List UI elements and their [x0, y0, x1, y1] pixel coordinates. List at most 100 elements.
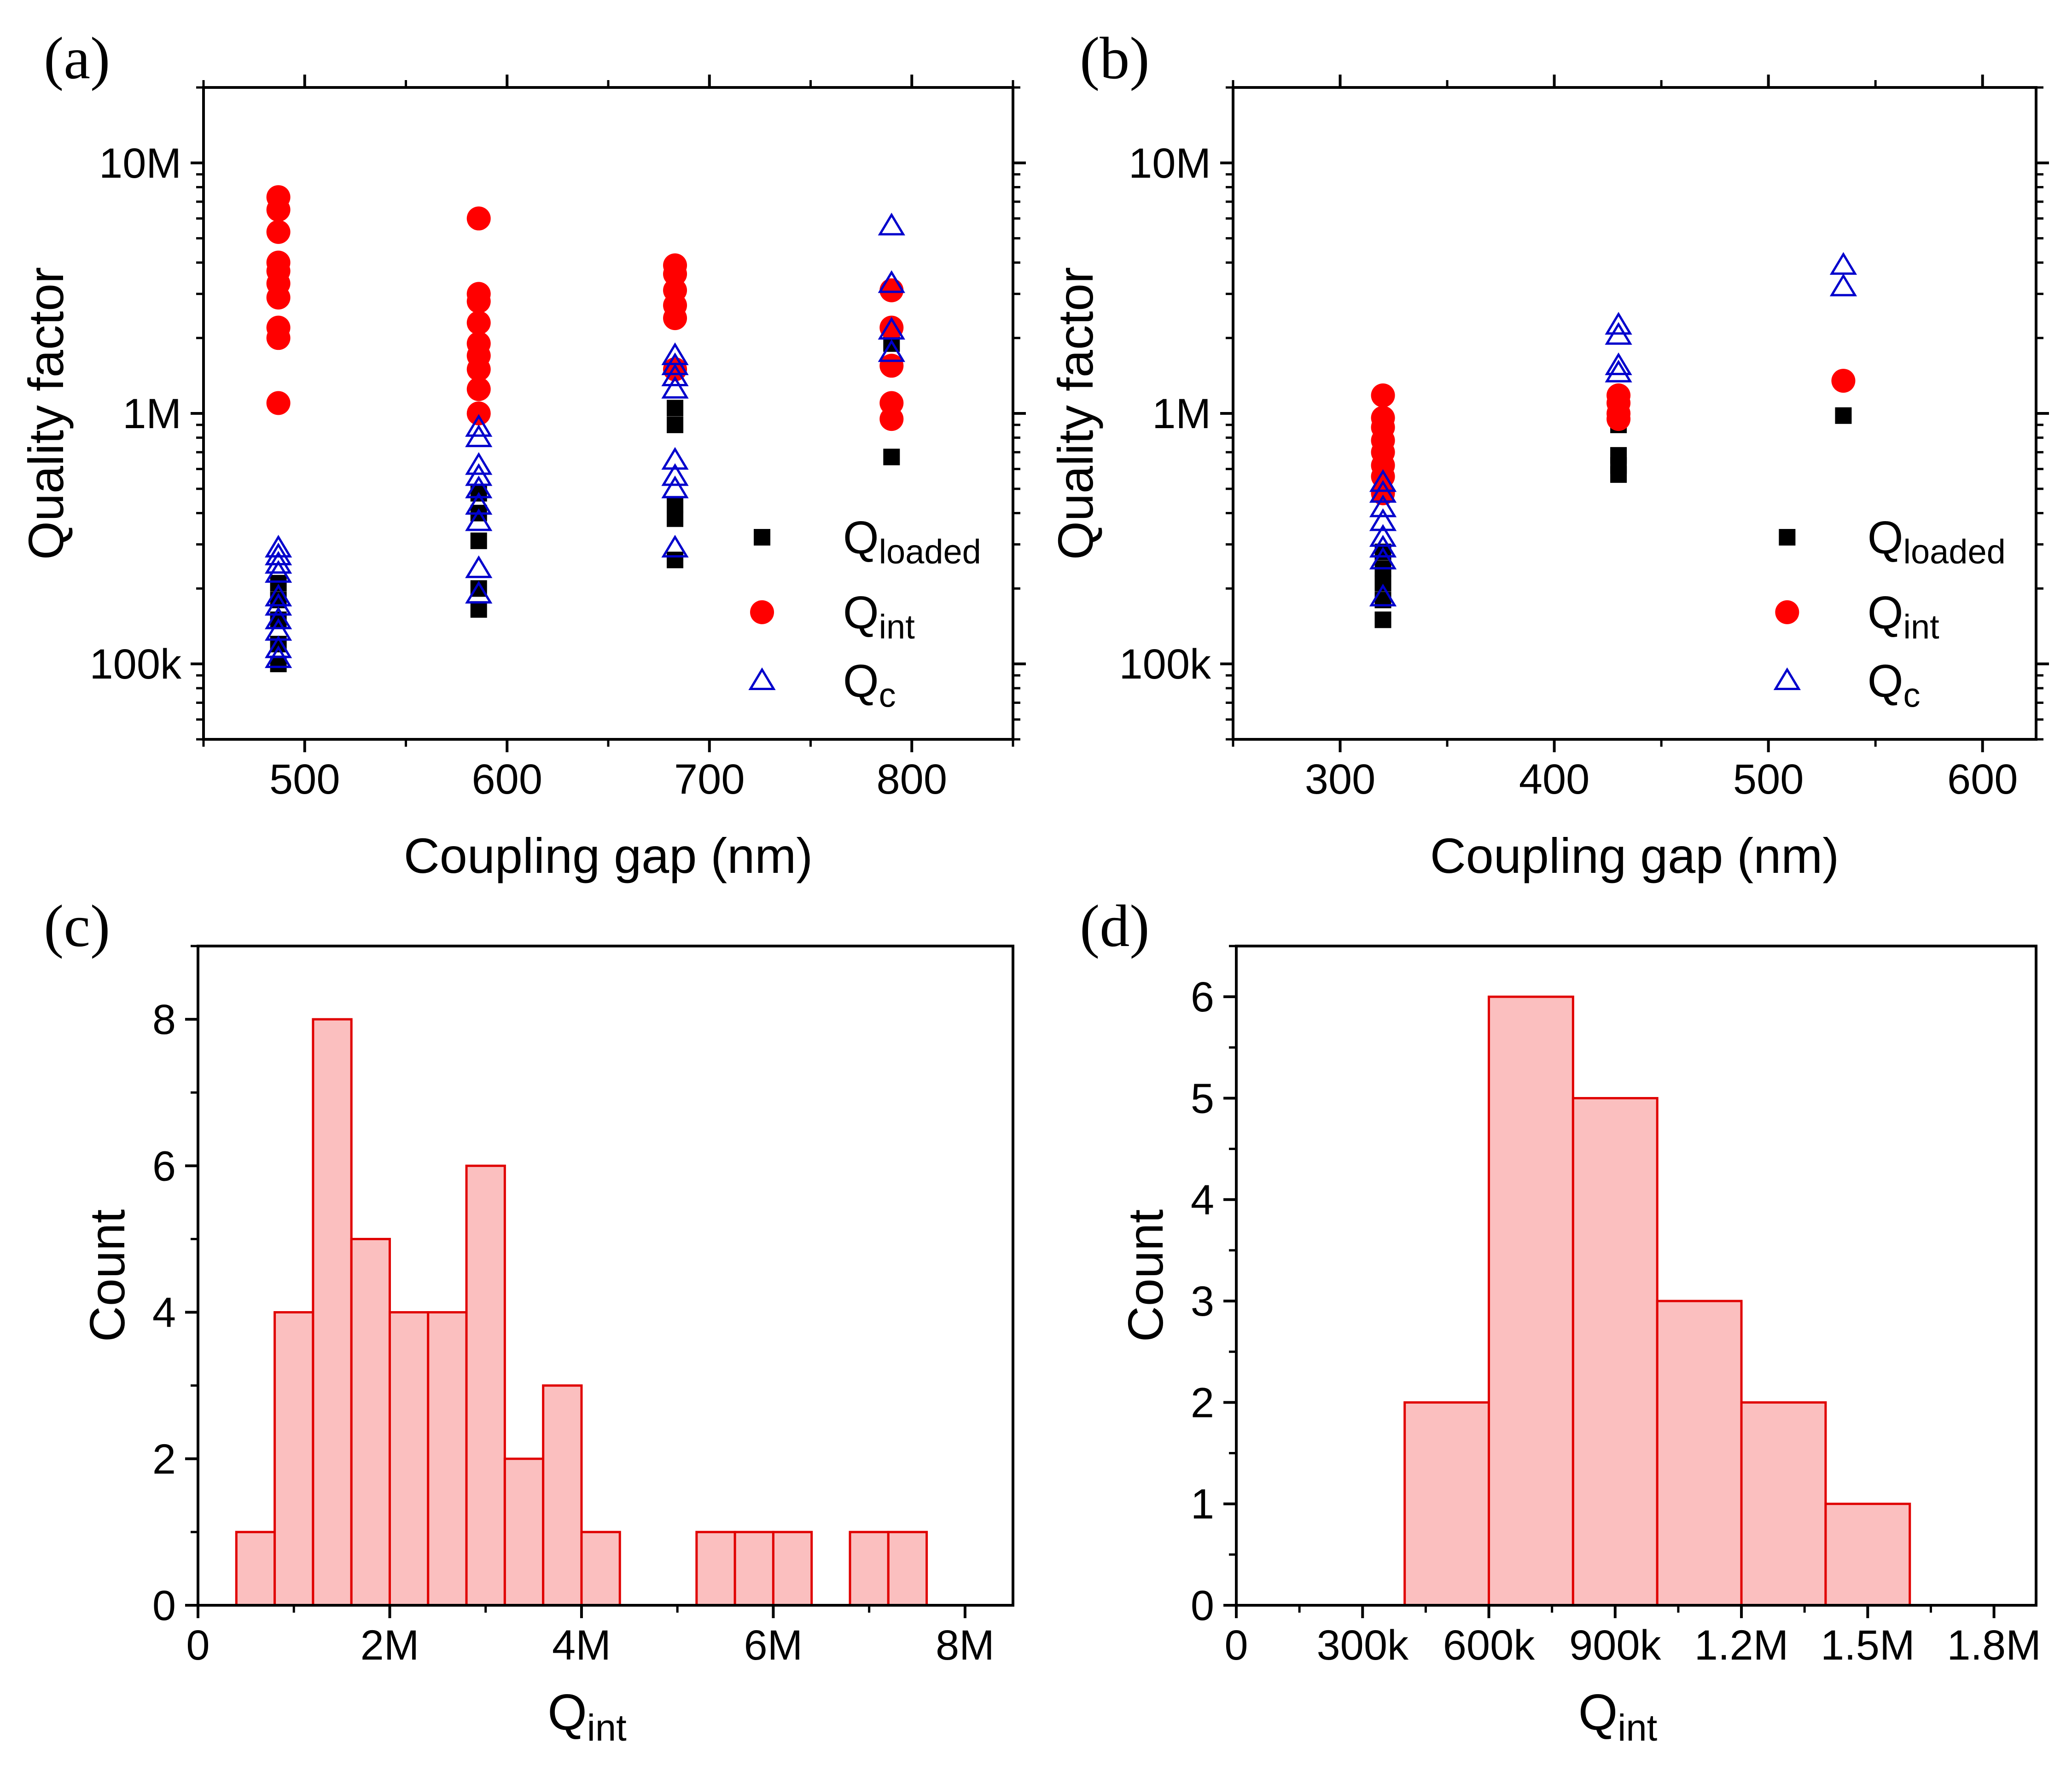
x-tick-label: 0: [1224, 1622, 1248, 1669]
x-tick-label: 800: [877, 756, 948, 803]
marker-triangle: [465, 508, 493, 531]
histogram-bar: [1824, 1503, 1911, 1607]
marker-triangle: [1369, 583, 1397, 607]
marker-triangle: [661, 475, 689, 499]
marker-triangle: [1605, 360, 1632, 383]
marker-square: [1835, 407, 1852, 424]
y-tick-label: 0: [152, 1582, 176, 1629]
marker-circle: [266, 250, 291, 275]
marker-triangle: [748, 667, 776, 691]
legend-label-int: Qint: [843, 587, 915, 646]
y-axis-label: Quality factor: [18, 267, 74, 560]
marker-square: [1610, 447, 1627, 464]
y-tick-label: 6: [1191, 974, 1214, 1021]
marker-triangle: [878, 270, 905, 293]
marker-triangle: [1369, 508, 1397, 531]
y-axis: 0 2 4 6 8: [152, 945, 198, 1629]
legend-item-loaded: Qloaded: [1779, 512, 2006, 571]
histogram-bar: [542, 1384, 583, 1607]
marker-square: [883, 448, 900, 465]
legend-label-int: Qint: [1868, 587, 1939, 646]
legend: Qloaded Qint Qc: [748, 512, 981, 714]
x-axis: 0 2M 4M 6M 8M: [186, 1605, 995, 1669]
marker-square: [667, 552, 684, 569]
marker-triangle: [465, 555, 493, 578]
marker-circle: [879, 391, 904, 415]
marker-square: [470, 532, 487, 549]
marker-triangle: [661, 463, 689, 486]
x-tick-label: 600k: [1443, 1622, 1535, 1669]
histogram-bars: [1403, 995, 1911, 1607]
histogram-bar: [733, 1531, 774, 1607]
y-tick-label: 100k: [90, 641, 182, 688]
histogram-bar: [274, 1311, 314, 1607]
marker-triangle: [465, 452, 493, 475]
marker-triangle: [264, 542, 292, 565]
marker-triangle: [264, 635, 292, 658]
marker-circle: [1371, 406, 1395, 430]
panel-a: (a) 500 600 700 800 100k 1M 10M Coupling gap (nm…: [18, 25, 1026, 883]
x-axis: 500 600 700 800: [202, 75, 1014, 803]
x-tick-label: 600: [472, 756, 543, 803]
y-tick-label: 10M: [99, 140, 181, 187]
x-tick-label: 900k: [1569, 1622, 1661, 1669]
marker-circle: [266, 315, 291, 340]
x-tick-label: 8M: [936, 1622, 995, 1669]
marker-circle: [879, 315, 904, 340]
y-tick-label: 6: [152, 1143, 176, 1190]
legend-label-c: Qc: [1868, 656, 1921, 714]
x-axis-label: Coupling gap (nm): [1430, 828, 1839, 883]
panel-label: (d): [1080, 893, 1150, 959]
histogram-bar: [695, 1531, 736, 1607]
y-tick-label: 1M: [122, 390, 181, 437]
y-tick-label: 2: [152, 1436, 176, 1483]
legend-item-int: Qint: [1775, 587, 1939, 646]
panel-b: (b) 300 400 500 600 100k 1M 10M Coupling gap (nm…: [1048, 25, 2049, 883]
panel-c: (c) 0 2M 4M 6M 8M 0 2 4 6 8 Qint Count: [44, 893, 1014, 1749]
histogram-bar: [350, 1237, 391, 1607]
marker-triangle: [878, 317, 905, 340]
marker-triangle: [264, 534, 292, 558]
x-tick-label: 1.8M: [1947, 1622, 2041, 1669]
marker-circle: [1371, 481, 1395, 505]
y-tick-label: 5: [1191, 1075, 1214, 1122]
legend-label-loaded: Qloaded: [843, 512, 981, 571]
plot-frame: [197, 945, 1014, 1607]
plot-frame: [1235, 945, 2037, 1607]
legend-label-c: Qc: [843, 656, 896, 714]
panel-label: (b): [1080, 25, 1150, 92]
x-tick-label: 1.5M: [1821, 1622, 1915, 1669]
series-loaded: [1374, 407, 1852, 628]
marker-circle: [1606, 383, 1631, 407]
series-c: [1369, 252, 1857, 607]
marker-triangle: [878, 339, 905, 362]
y-tick-label: 1: [1191, 1481, 1214, 1528]
legend-item-c: Qc: [1773, 656, 1921, 714]
histogram-bars: [235, 1018, 928, 1607]
histogram-bar: [1571, 1097, 1659, 1607]
histogram-bar: [1403, 1401, 1490, 1607]
x-tick-label: 0: [186, 1622, 210, 1669]
histogram-bar: [887, 1531, 928, 1607]
legend-item-c: Qc: [748, 656, 896, 714]
histogram-bar: [849, 1531, 890, 1607]
marker-triangle: [661, 534, 689, 558]
x-axis: 0 300k 600k 900k 1.2M 1.5M 1.8M: [1224, 1605, 2041, 1669]
marker-square: [1374, 575, 1391, 592]
marker-circle: [663, 253, 687, 278]
marker-circle: [266, 220, 291, 244]
y-tick-label: 8: [152, 996, 176, 1043]
marker-square: [1374, 611, 1391, 628]
marker-circle: [879, 278, 904, 302]
legend: Qloaded Qint Qc: [1773, 512, 2006, 714]
y-tick-label: 3: [1191, 1278, 1214, 1325]
marker-triangle: [1369, 494, 1397, 517]
histogram-bar: [1488, 995, 1574, 1607]
y-tick-label: 2: [1191, 1379, 1214, 1426]
marker-triangle: [465, 475, 493, 499]
marker-triangle: [264, 618, 292, 641]
legend-item-loaded: Qloaded: [754, 512, 981, 571]
legend-label-loaded: Qloaded: [1868, 512, 2006, 571]
y-axis: 100k 1M 10M: [1119, 86, 2049, 741]
marker-triangle: [661, 447, 689, 470]
